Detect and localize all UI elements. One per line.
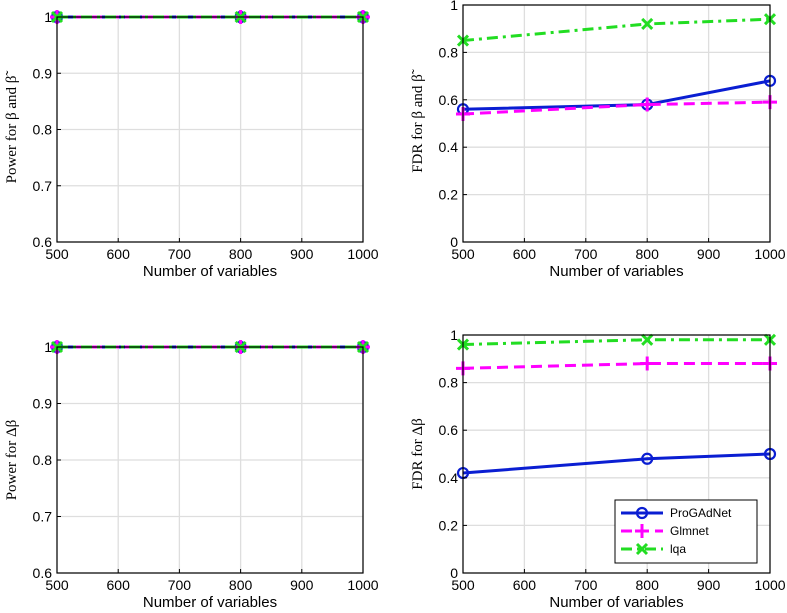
series-line-glmnet: [462, 100, 771, 116]
x-axis-label: Number of variables: [549, 263, 683, 280]
y-tick-label: 0.2: [439, 517, 459, 533]
x-tick-label: 800: [636, 246, 660, 262]
marker-x: [641, 333, 654, 346]
panel-2: 500 600 700 800 900 1000 0 0.2 0.4 0.6 0.8 1 Number …: [410, 0, 786, 280]
x-tick-label: 500: [45, 577, 69, 593]
x-tick-label: 900: [697, 577, 721, 593]
marker-plus: [635, 524, 649, 538]
axes-box: [462, 334, 771, 574]
x-tick-label: 600: [107, 577, 131, 593]
x-tick-label: 1000: [347, 577, 378, 593]
y-tick-label: 0: [450, 565, 458, 581]
y-tick-label: 0.6: [439, 422, 459, 438]
y-axis-label: FDR for β and β̃: [410, 69, 426, 173]
x-tick-label: 500: [45, 246, 69, 262]
y-tick-label: 1: [44, 9, 52, 25]
x-tick-label: 700: [168, 577, 192, 593]
x-axis-label: Number of variables: [549, 594, 683, 611]
panel-3: 500 600 700 800 900 1000 0.6 0.7 0.8 0.9 1 Number o…: [4, 339, 379, 611]
y-tick-label: 0.9: [33, 65, 53, 81]
y-tick-label: 0.8: [439, 375, 459, 391]
marker-x: [635, 542, 649, 556]
x-tick-label: 700: [574, 246, 598, 262]
y-axis-label: Power for Δβ: [4, 420, 20, 501]
y-axis-label: Power for β and β̃: [4, 71, 20, 184]
y-tick-label: 0.7: [33, 509, 53, 525]
x-axis-label: Number of variables: [143, 594, 277, 611]
marker-plus: [640, 356, 655, 371]
x-tick-label: 1000: [754, 577, 785, 593]
x-axis-label: Number of variables: [143, 263, 277, 280]
legend-label-glmnet: Glmnet: [670, 524, 709, 538]
y-tick-label: 0.6: [439, 92, 459, 108]
x-tick-label: 900: [697, 246, 721, 262]
x-tick-label: 700: [168, 246, 192, 262]
legend-label-lqa: lqa: [670, 542, 686, 556]
y-tick-label: 1: [450, 327, 458, 343]
panel-4: 500 600 700 800 900 1000 0 0.2 0.4 0.6 0.8 1 Number …: [410, 327, 786, 611]
marker-plus: [640, 97, 655, 112]
y-tick-label: 0.7: [33, 178, 53, 194]
y-tick-label: 0.8: [33, 122, 53, 138]
x-tick-label: 600: [513, 246, 537, 262]
y-tick-label: 0: [450, 234, 458, 250]
y-tick-label: 0.4: [439, 139, 459, 155]
legend-label-progadnet: ProGAdNet: [670, 506, 732, 520]
plot-area: [463, 5, 770, 242]
legend: ProGAdNet Glmnet lqa: [614, 499, 758, 564]
x-tick-label: 600: [107, 246, 131, 262]
panel-1: 500 600 700 800 900 1000 0.6 0.7 0.8 0.9 1 Number o…: [4, 9, 379, 280]
y-tick-label: 0.8: [33, 452, 53, 468]
x-tick-label: 700: [574, 577, 598, 593]
axes-box: [462, 4, 771, 243]
x-tick-label: 800: [636, 577, 660, 593]
y-tick-label: 1: [450, 0, 458, 13]
y-tick-label: 0.2: [439, 187, 459, 203]
x-tick-label: 900: [290, 246, 314, 262]
marker-circle: [635, 506, 649, 520]
x-tick-label: 800: [229, 246, 253, 262]
y-tick-label: 0.8: [439, 44, 459, 60]
x-tick-label: 800: [229, 577, 253, 593]
x-tick-label: 1000: [754, 246, 785, 262]
series-line-progadnet: [462, 452, 771, 475]
y-tick-label: 1: [44, 339, 52, 355]
x-tick-label: 500: [451, 577, 475, 593]
y-tick-label: 0.9: [33, 396, 53, 412]
marker-circle: [641, 452, 654, 465]
marker-x: [641, 17, 654, 31]
x-tick-label: 1000: [347, 246, 378, 262]
x-tick-label: 500: [451, 246, 475, 262]
y-axis-label: FDR for Δβ: [410, 418, 426, 489]
x-tick-label: 600: [513, 577, 537, 593]
y-tick-label: 0.6: [33, 565, 53, 581]
y-tick-label: 0.4: [439, 470, 459, 486]
series-line-glmnet: [462, 362, 770, 370]
y-tick-label: 0.6: [33, 234, 53, 250]
x-tick-label: 900: [290, 577, 314, 593]
